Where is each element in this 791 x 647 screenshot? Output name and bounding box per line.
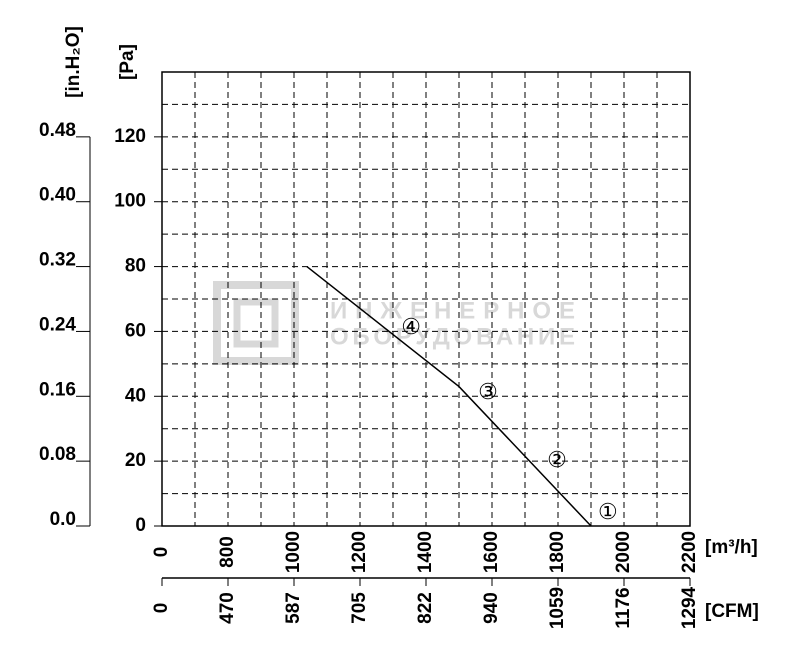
watermark-text: ОБОРУДОВАНИЕ [330, 323, 575, 350]
y2-tick-label: 0.48 [39, 120, 76, 141]
x2-tick-label: 587 [283, 592, 304, 624]
watermark-text: ИНЖЕНЕРНОЕ [330, 297, 575, 324]
x-tick-label: 1000 [283, 531, 304, 573]
curve-label: ④ [401, 314, 421, 339]
x-tick-label: 1200 [349, 531, 370, 573]
watermark-icon [213, 281, 299, 365]
watermark: ИНЖЕНЕРНОЕ ОБОРУДОВАНИЕ [213, 281, 575, 365]
y2-tick-label: 0.16 [39, 379, 76, 400]
y-axis-label: [Pa] [117, 44, 138, 80]
y-tick-label: 120 [114, 126, 146, 147]
x2-tick-label: 1176 [613, 587, 634, 628]
x2-tick-label: 705 [349, 592, 370, 624]
x-axis-label: [m³/h] [705, 537, 758, 558]
y-tick-label: 40 [125, 385, 146, 406]
y2-tick-label: 0.40 [39, 185, 76, 206]
x-tick-label: 1400 [415, 531, 436, 573]
x-tick-label: 1800 [547, 531, 568, 573]
x2-axis-label: [CFM] [705, 601, 759, 622]
y2-tick-label: 0.32 [39, 250, 76, 271]
y2-tick-label: 0.08 [39, 444, 76, 465]
x-tick-label: 2200 [679, 531, 700, 573]
curve-label: ① [598, 499, 618, 524]
x-tick-label: 0 [151, 547, 172, 558]
x-tick-label: 800 [217, 536, 238, 568]
x2-tick-label: 1294 [679, 586, 700, 629]
curve [306, 265, 592, 527]
x2-tick-label: 470 [217, 592, 238, 624]
y-tick-label: 60 [125, 320, 146, 341]
y-tick-label: 80 [125, 256, 146, 277]
x2-tick-label: 940 [481, 592, 502, 624]
x-tick-label: 2000 [613, 531, 634, 573]
curve-label: ② [547, 447, 567, 472]
curve-label: ③ [478, 379, 498, 404]
y-tick-label: 20 [125, 450, 146, 471]
y2-axis-label: [in.H₂O] [63, 26, 84, 98]
plot-frame [161, 71, 691, 527]
y2-tick-label: 0.0 [50, 509, 76, 530]
y-tick-label: 100 [114, 191, 146, 212]
y2-tick-label: 0.24 [39, 314, 76, 335]
x-tick-label: 1600 [481, 531, 502, 573]
x2-tick-label: 822 [415, 592, 436, 624]
y-tick-label: 0 [135, 515, 146, 536]
x2-tick-label: 1059 [547, 587, 568, 629]
x2-tick-label: 0 [151, 603, 172, 614]
watermark-icon [233, 298, 279, 348]
